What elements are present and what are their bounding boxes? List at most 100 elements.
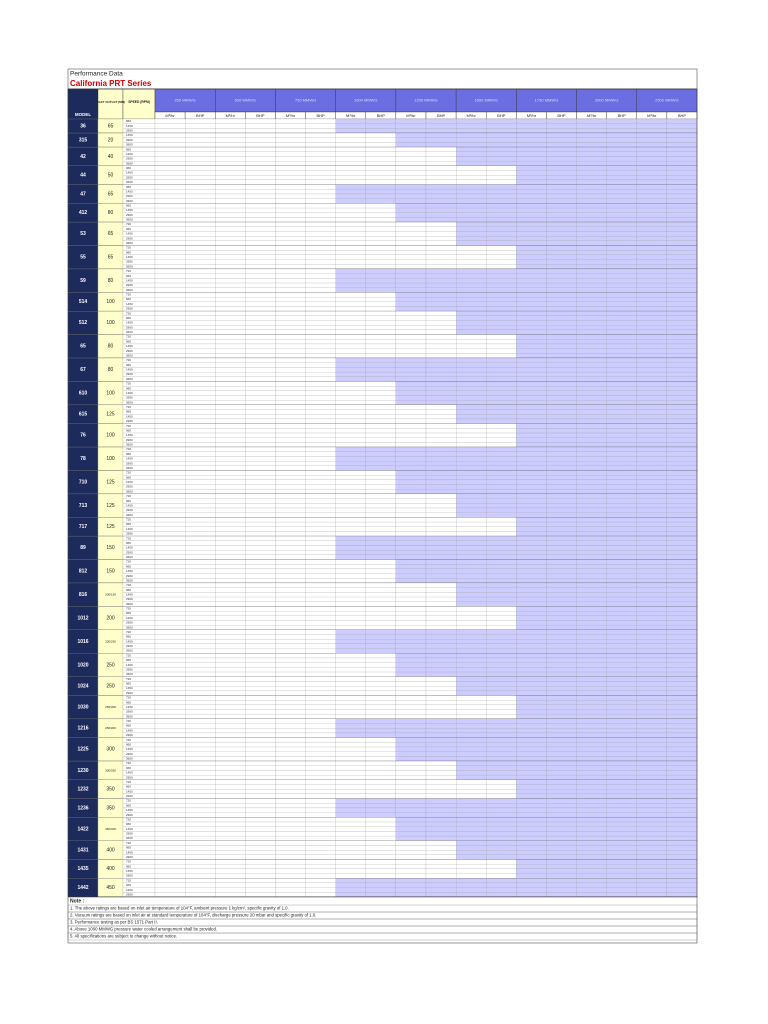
data-cell — [425, 840, 457, 846]
data-cell — [365, 226, 396, 232]
data-cell — [335, 132, 366, 138]
data-cell — [335, 775, 366, 780]
data-cell — [335, 437, 366, 443]
data-cell — [546, 376, 577, 382]
data-cell — [576, 250, 607, 256]
data-cell — [516, 639, 547, 645]
data-cell — [305, 193, 336, 199]
data-cell — [395, 578, 427, 584]
data-cell — [666, 662, 698, 668]
data-cell — [395, 362, 427, 368]
data-cell — [486, 723, 517, 729]
data-cell — [365, 217, 396, 223]
data-cell — [606, 442, 637, 448]
data-cell — [154, 484, 186, 490]
data-cell — [305, 348, 336, 354]
data-cell — [275, 325, 306, 331]
data-cell — [516, 545, 547, 551]
data-cell — [546, 222, 577, 227]
data-cell — [154, 151, 186, 157]
data-cell — [215, 653, 246, 659]
data-cell — [154, 892, 186, 898]
data-cell — [395, 550, 427, 555]
data-cell — [365, 671, 396, 677]
data-cell — [546, 479, 577, 485]
data-cell — [395, 714, 427, 720]
data-cell — [245, 531, 276, 537]
data-cell — [365, 339, 396, 345]
data-cell — [245, 296, 276, 302]
data-cell — [395, 357, 427, 363]
data-cell — [666, 667, 698, 673]
data-cell — [335, 222, 366, 227]
inlet-size: 300/350 — [105, 768, 116, 772]
data-cell — [546, 123, 577, 129]
data-cell — [636, 217, 667, 223]
data-cell — [154, 812, 186, 818]
data-cell — [636, 634, 667, 640]
data-cell — [154, 339, 186, 345]
data-cell — [154, 301, 186, 307]
data-cell — [606, 704, 637, 710]
data-cell — [486, 470, 517, 476]
data-cell — [365, 550, 396, 555]
data-cell — [275, 859, 306, 865]
data-cell — [546, 751, 577, 757]
data-cell — [305, 296, 336, 302]
data-cell — [516, 732, 547, 738]
data-cell — [305, 526, 336, 532]
note-text: 4. Above 1000 MMWG pressure water cooled… — [70, 927, 217, 932]
data-cell — [666, 615, 698, 621]
data-cell — [185, 264, 216, 270]
data-cell — [456, 807, 487, 813]
data-cell — [666, 531, 698, 537]
data-cell — [425, 634, 457, 640]
data-cell — [516, 418, 547, 424]
data-cell — [636, 161, 667, 166]
data-cell — [275, 381, 306, 387]
data-cell — [636, 540, 667, 546]
data-cell — [666, 301, 698, 307]
data-cell — [425, 404, 457, 410]
data-cell — [335, 873, 366, 879]
data-cell — [275, 240, 306, 246]
data-cell — [185, 709, 216, 715]
data-cell — [275, 470, 306, 476]
data-cell — [486, 357, 517, 363]
data-cell — [546, 343, 577, 349]
data-cell — [636, 315, 667, 321]
data-cell — [636, 536, 667, 541]
data-cell — [425, 273, 457, 279]
data-cell — [576, 817, 607, 823]
data-cell — [456, 250, 487, 256]
data-cell — [456, 203, 487, 209]
data-cell — [395, 222, 427, 227]
data-cell — [666, 798, 698, 804]
data-cell — [546, 615, 577, 621]
data-cell — [456, 264, 487, 270]
inlet-size: 20 — [108, 137, 114, 143]
data-cell — [606, 362, 637, 368]
data-cell — [456, 273, 487, 279]
data-cell — [275, 775, 306, 780]
data-cell — [636, 601, 667, 607]
data-cell — [456, 503, 487, 509]
data-cell — [365, 775, 396, 780]
data-cell — [275, 648, 306, 654]
data-cell — [395, 489, 427, 495]
data-cell — [636, 545, 667, 551]
data-cell — [215, 507, 246, 513]
data-cell — [185, 629, 216, 635]
data-cell — [335, 470, 366, 476]
data-cell — [516, 348, 547, 354]
data-cell — [335, 507, 366, 513]
data-cell — [606, 137, 637, 143]
data-cell — [275, 536, 306, 541]
data-cell — [335, 207, 366, 213]
data-cell — [486, 615, 517, 621]
speed-value: 960 — [126, 588, 131, 592]
data-cell — [666, 643, 698, 649]
data-cell — [215, 395, 246, 401]
data-cell — [154, 695, 186, 701]
data-cell — [516, 765, 547, 771]
